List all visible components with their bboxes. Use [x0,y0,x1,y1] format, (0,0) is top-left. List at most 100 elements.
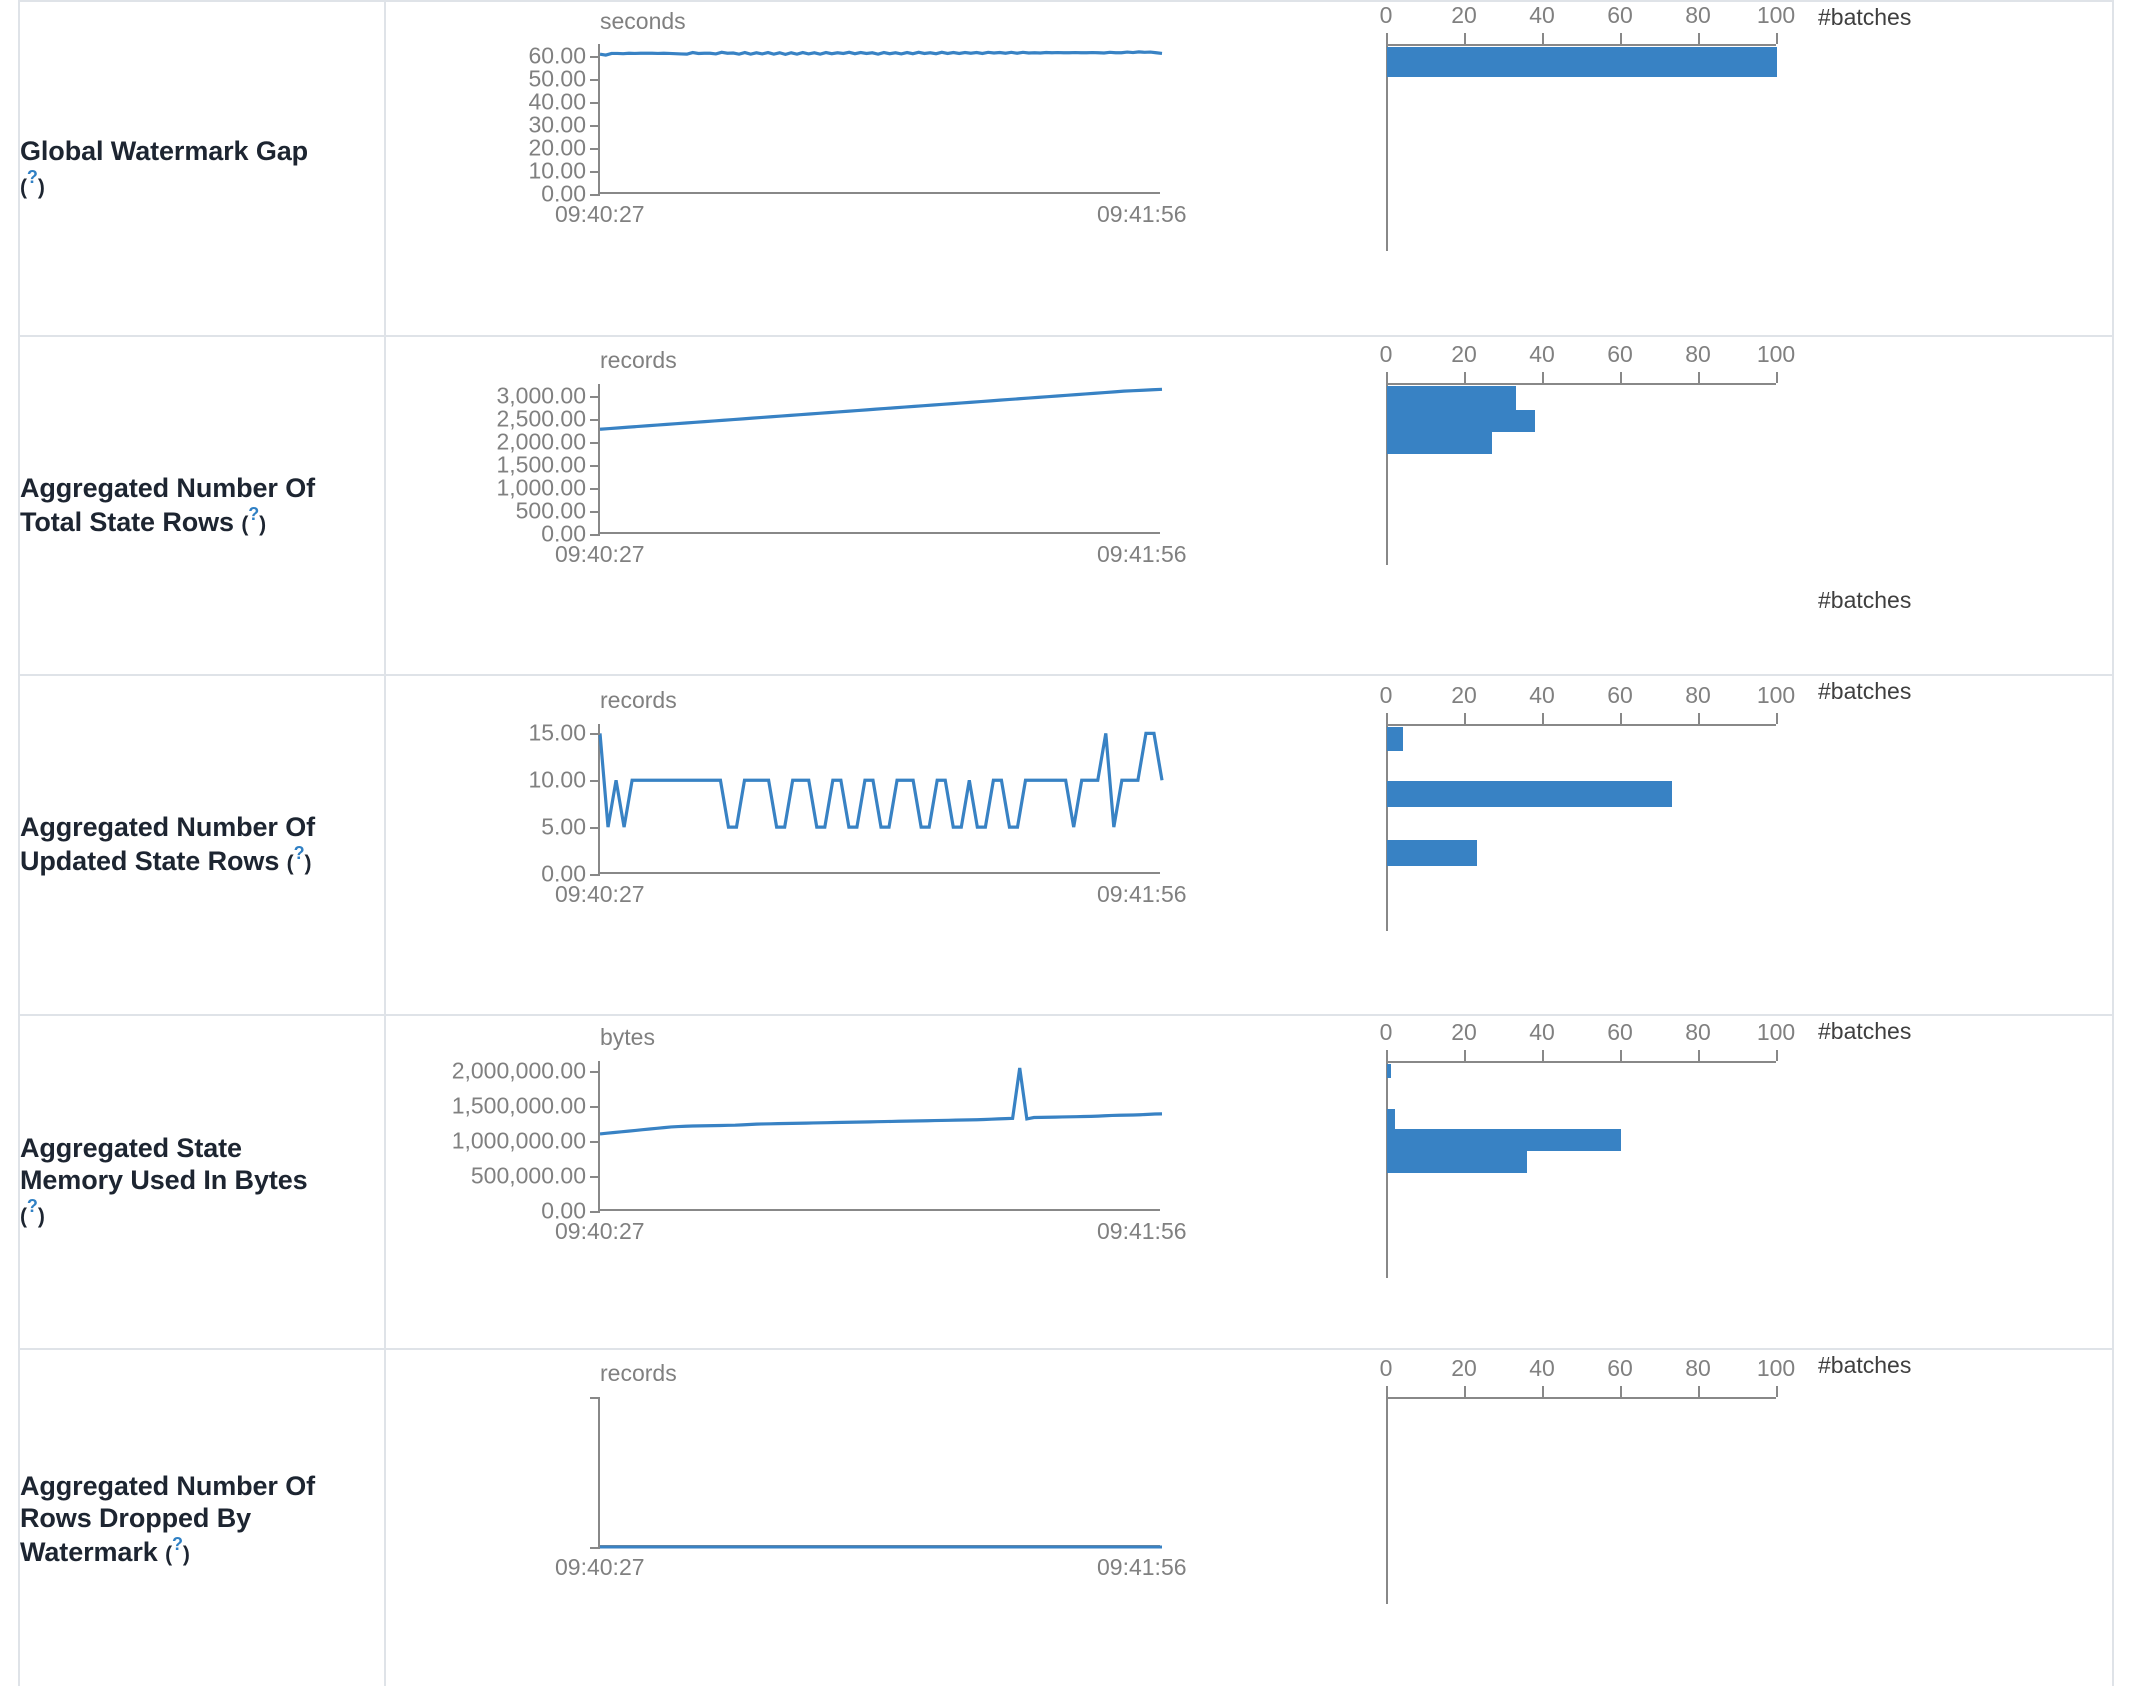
histogram-x-tick-label: 100 [1756,1019,1796,1045]
timeline-chart-row-1[interactable]: seconds 60.00 50.00 40.00 30.00 20.00 10.00 0.… [426,2,1206,335]
histogram-bar[interactable] [1387,1064,1391,1078]
question-mark-icon[interactable]: ? [248,503,260,524]
chart-container: records 3,000.00 2,500.00 2,000.00 1,500.00… [386,337,2112,674]
histogram-x-tick-label: 60 [1607,1019,1633,1045]
y-axis-tick-label: 500.00 [515,497,586,524]
x-axis-start-label: 09:40:27 [555,881,645,907]
y-axis-tick-label: 5.00 [541,813,586,840]
histogram-bar[interactable] [1387,840,1477,866]
metric-name-line-1: Aggregated Number Of [20,1471,316,1502]
help-tooltip-link[interactable]: (?) [20,166,45,199]
help-tooltip-link[interactable]: (?) [20,1195,45,1228]
histogram-x-tick [1542,33,1544,44]
y-axis-tick-label: 50.00 [528,65,586,92]
y-axis-tick [590,510,600,513]
metric-name: Aggregated Number Of Updated State Rows … [20,812,384,878]
histogram-x-tick [1776,713,1778,724]
y-axis-unit-label: records [600,347,677,373]
y-axis-tick [590,464,600,467]
timeline-chart-row-2[interactable]: records 3,000.00 2,500.00 2,000.00 1,500.00… [426,337,1206,674]
histogram-chart-row-4[interactable]: #batches 0 20 40 60 80 100 [1380,1016,1946,1348]
y-axis-tick-label: 0.00 [541,1197,586,1224]
help-tooltip-link[interactable]: (?) [241,503,267,536]
table-row: Aggregated Number Of Rows Dropped By Wat… [18,1348,2114,1686]
histogram-x-tick-label: 60 [1607,2,1633,28]
histogram-bar[interactable] [1387,386,1516,410]
y-axis-tick [590,78,600,81]
histogram-bar[interactable] [1387,1109,1395,1129]
metric-name-line-2: Updated State Rows [20,846,280,876]
plot-area: 2,000,000.00 1,500,000.00 1,000,000.00 500,… [452,1058,1160,1224]
chart-container: records 09:40:27 09:41:56 #batches 0 20 40… [386,1350,2112,1686]
y-axis-tick [590,1176,600,1179]
y-axis-tick [590,1397,600,1399]
question-mark-icon[interactable]: ? [171,1533,183,1554]
question-mark-icon[interactable]: ? [293,843,305,863]
y-axis-tick-label: 0.00 [541,180,586,207]
y-axis-tick [590,55,600,58]
histogram-bar[interactable] [1387,781,1672,807]
histogram-x-tick-label: 100 [1756,1355,1796,1381]
y-axis-unit-label: bytes [600,1024,655,1050]
histogram-x-tick-label: 80 [1685,1019,1711,1045]
y-axis-tick [590,124,600,127]
metric-name-line-1: Aggregated Number Of [20,812,316,843]
help-tooltip-link[interactable]: (?) [286,843,312,875]
histogram-x-tick-label: 40 [1529,341,1555,367]
histogram-x-tick-label: 20 [1451,2,1477,28]
histogram-x-tick [1698,372,1700,383]
histogram-x-tick-label: 80 [1685,341,1711,367]
timeline-chart-row-5[interactable]: records 09:40:27 09:41:56 [426,1350,1206,1686]
timeline-chart-row-3[interactable]: records 15.00 10.00 5.00 0.00 09:40:27 09:4… [426,676,1206,1014]
histogram-y-baseline [1386,716,1388,931]
histogram-bar[interactable] [1387,410,1536,432]
y-axis-tick-label: 2,000.00 [496,428,586,455]
timeline-chart-row-4[interactable]: bytes 2,000,000.00 1,500,000.00 1,000,000.… [426,1016,1206,1348]
y-axis-tick [590,1141,600,1144]
metric-name-line-3: Watermark [20,1536,158,1567]
y-axis-tick [590,1071,600,1074]
histogram-x-tick-label: 40 [1529,2,1555,28]
histogram-x-tick-label: 80 [1685,682,1711,708]
y-axis-tick-label: 0.00 [541,520,586,547]
histogram-x-tick-label: 40 [1529,1019,1555,1045]
line-path [600,389,1162,429]
y-axis-tick [590,534,600,536]
y-axis-unit-label: seconds [600,8,686,34]
metric-name: Aggregated State Memory Used In Bytes (?… [20,1133,384,1231]
histogram-bar[interactable] [1387,1151,1528,1173]
line-series [600,724,1162,874]
histogram-bar[interactable] [1387,1129,1621,1151]
y-axis-tick-label: 60.00 [528,42,586,69]
histogram-bar[interactable] [1387,47,1777,77]
histogram-bar[interactable] [1387,727,1403,751]
y-axis-tick [590,874,600,876]
histogram-chart-row-1[interactable]: #batches 0 20 40 60 80 100 [1380,2,1946,335]
histogram-chart-row-5[interactable]: #batches 0 20 40 60 80 100 [1380,1350,1946,1686]
plot-area [590,1397,1160,1549]
y-axis-tick-label: 1,000,000.00 [451,1127,586,1154]
histogram-x-tick [1698,33,1700,44]
histogram-x-tick-label: 60 [1607,682,1633,708]
y-axis-tick-label: 10.00 [528,157,586,184]
histogram-bar[interactable] [1387,432,1493,454]
question-mark-icon[interactable]: ? [26,166,38,187]
histogram-chart-row-3[interactable]: #batches 0 20 40 60 80 100 [1380,676,1946,1014]
metric-name-line-2: Memory Used In Bytes [20,1165,308,1196]
histogram-chart-row-2[interactable]: #batches 0 20 40 60 80 100 [1380,337,1946,674]
histogram-x-tick [1620,1386,1622,1397]
table-row: Aggregated State Memory Used In Bytes (?… [18,1014,2114,1350]
y-axis-tick-label: 1,000.00 [496,474,586,501]
y-axis-tick [590,170,600,173]
y-axis-unit-label: records [600,687,677,713]
histogram-x-tick [1776,1050,1778,1061]
histogram-x-tick [1776,372,1778,383]
histogram-x-axis [1386,383,1776,385]
chart-container: records 15.00 10.00 5.00 0.00 09:40:27 09:4… [386,676,2112,1014]
histogram-x-tick [1542,1050,1544,1061]
x-axis-end-label: 09:41:56 [1097,881,1187,907]
help-tooltip-link[interactable]: (?) [165,1533,190,1566]
x-axis-end-label: 09:41:56 [1097,201,1187,227]
y-axis-tick-label: 2,000,000.00 [451,1057,586,1084]
question-mark-icon[interactable]: ? [26,1195,38,1216]
